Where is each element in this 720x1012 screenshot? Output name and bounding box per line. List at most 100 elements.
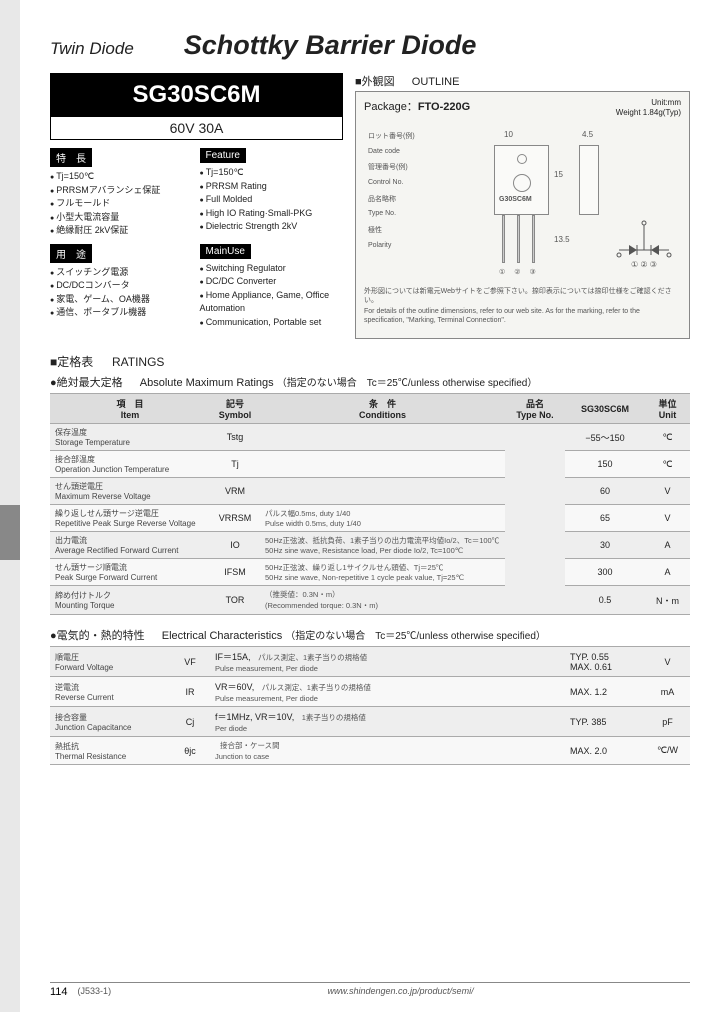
package-meta: Unit:mm Weight 1.84g(Typ) <box>616 98 681 119</box>
package-name: FTO-220G <box>418 101 470 113</box>
use-item: スイッチング電源 <box>50 266 194 280</box>
part-number: SG30SC6M <box>50 73 343 117</box>
footer-url: www.shindengen.co.jp/product/semi/ <box>111 986 690 998</box>
use-item: DC/DCコンバータ <box>50 279 194 293</box>
use-item: DC/DC Converter <box>200 275 344 289</box>
use-item: 通信、ポータブル機器 <box>50 306 194 320</box>
features-row: 特 長 Tj=150℃ PRRSMアバランシェ保証 フルモールド 小型大電流容量… <box>50 148 343 238</box>
elec-cond: （指定のない場合 Tc＝25℃/unless otherwise specifi… <box>285 631 546 642</box>
circuit-pins: ① ② ③ <box>614 260 674 269</box>
elec-row: 熱抵抗Thermal Resistanceθjc 接合部・ケース間Junctio… <box>50 737 690 765</box>
use-item: Communication, Portable set <box>200 316 344 330</box>
part-info-column: SG30SC6M 60V 30A 特 長 Tj=150℃ PRRSMアバランシェ… <box>50 73 343 339</box>
feature-item: PRRSM Rating <box>200 180 344 194</box>
abs-title-jp: ●絶対最大定格 <box>50 377 123 389</box>
elec-row: 接合容量Junction CapacitanceCjf＝1MHz, VR＝10V… <box>50 707 690 737</box>
th-item: 項 目Item <box>50 394 210 424</box>
uses-header-en: MainUse <box>200 244 251 259</box>
doc-code: (J533-1) <box>78 986 112 998</box>
ratings-row: 保存温度Storage TemperatureTstg−55～150℃ <box>50 424 690 451</box>
elec-row: 逆電流Reverse CurrentIRVR＝60V, パルス測定、1素子当りの… <box>50 677 690 707</box>
pin-numbers: ①②③ <box>499 268 545 276</box>
package-body: G30SC6M <box>494 145 549 215</box>
weight-label: Weight 1.84g(Typ) <box>616 108 681 118</box>
uses-row: 用 途 スイッチング電源 DC/DCコンバータ 家電、ゲーム、OA機器 通信、ポ… <box>50 244 343 330</box>
dim-width: 10 <box>504 130 513 139</box>
features-list-jp: Tj=150℃ PRRSMアバランシェ保証 フルモールド 小型大電流容量 絶縁耐… <box>50 170 194 238</box>
page-title: Schottky Barrier Diode <box>184 30 477 61</box>
label-type: 品名略称 Type No. <box>368 193 415 222</box>
dim-thick: 4.5 <box>582 130 593 139</box>
package-marking: G30SC6M <box>499 196 532 203</box>
ratings-row: せん頭サージ順電流Peak Surge Forward CurrentIFSM5… <box>50 559 690 586</box>
feature-item: Dielectric Strength 2kV <box>200 220 344 234</box>
elec-title-jp: ●電気的・熱的特性 <box>50 630 145 642</box>
ratings-table: 項 目Item 記号Symbol 条 件Conditions 品名Type No… <box>50 393 690 615</box>
th-unit: 単位Unit <box>645 394 690 424</box>
outline-box: Package：FTO-220G Unit:mm Weight 1.84g(Ty… <box>355 91 690 339</box>
unit-label: Unit:mm <box>616 98 681 108</box>
lead <box>532 215 535 263</box>
feature-item: PRRSMアバランシェ保証 <box>50 184 194 198</box>
footer: 114 (J533-1) www.shindengen.co.jp/produc… <box>50 982 690 998</box>
ratings-row: せん頭逆電圧Maximum Reverse VoltageVRM60V <box>50 478 690 505</box>
ratings-row: 出力電流Average Rectified Forward CurrentIO5… <box>50 532 690 559</box>
uses-list-jp: スイッチング電源 DC/DCコンバータ 家電、ゲーム、OA機器 通信、ポータブル… <box>50 266 194 320</box>
features-list-en: Tj=150℃ PRRSM Rating Full Molded High IO… <box>200 166 344 234</box>
outline-title-jp: ■外観図 <box>355 76 395 88</box>
feature-item: Tj=150℃ <box>50 170 194 184</box>
uses-header-jp: 用 途 <box>50 244 92 263</box>
ratings-row: 接合部温度Operation Junction TemperatureTj150… <box>50 451 690 478</box>
outline-column: ■外観図 OUTLINE Package：FTO-220G Unit:mm We… <box>355 73 690 339</box>
feature-item: High IO Rating·Small-PKG <box>200 207 344 221</box>
package-diagram: ロット番号(例) Date code 管理番号(例) Control No. 品… <box>364 120 681 285</box>
dim-h2: 13.5 <box>554 235 570 244</box>
label-lot: ロット番号(例) Date code <box>368 130 415 159</box>
outline-title-en: OUTLINE <box>412 76 460 88</box>
use-item: Home Appliance, Game, Office Automation <box>200 289 344 316</box>
th-value: SG30SC6M <box>565 394 645 424</box>
elec-row: 順電圧Forward VoltageVFIF＝15A, パルス測定、1素子当りの… <box>50 647 690 677</box>
th-conditions: 条 件Conditions <box>260 394 505 424</box>
feature-item: 小型大電流容量 <box>50 211 194 225</box>
label-ctrl: 管理番号(例) Control No. <box>368 161 415 190</box>
dim-h1: 15 <box>554 170 563 179</box>
package-leads <box>502 215 535 263</box>
ratings-section-title: ■定格表 RATINGS <box>50 353 690 370</box>
elec-table: 順電圧Forward VoltageVFIF＝15A, パルス測定、1素子当りの… <box>50 646 690 765</box>
features-header-jp: 特 長 <box>50 148 92 167</box>
th-type: 品名Type No. <box>505 394 565 424</box>
ratings-title-jp: ■定格表 <box>50 355 93 369</box>
abs-title-en: Absolute Maximum Ratings <box>140 377 274 389</box>
use-item: 家電、ゲーム、OA機器 <box>50 293 194 307</box>
lead <box>517 215 520 263</box>
feature-item: Tj=150℃ <box>200 166 344 180</box>
package-side <box>579 145 599 215</box>
package-hole <box>517 154 527 164</box>
part-rating: 60V 30A <box>50 117 343 140</box>
category-label: Twin Diode <box>50 39 134 59</box>
circuit-diagram: ① ② ③ <box>614 220 674 269</box>
page-number: 114 <box>50 986 68 998</box>
header: Twin Diode Schottky Barrier Diode <box>50 30 690 61</box>
use-item: Switching Regulator <box>200 262 344 276</box>
ratings-header-row: 項 目Item 記号Symbol 条 件Conditions 品名Type No… <box>50 394 690 424</box>
feature-item: 絶縁耐圧 2kV保証 <box>50 224 194 238</box>
datasheet-page: Twin Diode Schottky Barrier Diode SG30SC… <box>20 0 720 1012</box>
th-symbol: 記号Symbol <box>210 394 260 424</box>
uses-list-en: Switching Regulator DC/DC Converter Home… <box>200 262 344 330</box>
feature-item: フルモールド <box>50 197 194 211</box>
outline-note-jp: 外形図については新電元Webサイトをご参照下さい。捺印表示については捺印仕様をご… <box>364 287 681 305</box>
outline-note-en: For details of the outline dimensions, r… <box>364 307 681 325</box>
package-label: Package： <box>364 101 418 113</box>
elec-title: ●電気的・熱的特性 Electrical Characteristics （指定… <box>50 627 690 643</box>
side-tab <box>0 505 20 560</box>
features-header-en: Feature <box>200 148 246 163</box>
ratings-row: 繰り返しせん頭サージ逆電圧Repetitive Peak Surge Rever… <box>50 505 690 532</box>
elec-title-en: Electrical Characteristics <box>162 630 282 642</box>
outline-title: ■外観図 OUTLINE <box>355 73 690 89</box>
diagram-labels: ロット番号(例) Date code 管理番号(例) Control No. 品… <box>368 130 415 256</box>
abs-max-title: ●絶対最大定格 Absolute Maximum Ratings （指定のない場… <box>50 374 690 390</box>
ratings-title-en: RATINGS <box>112 355 164 369</box>
feature-item: Full Molded <box>200 193 344 207</box>
